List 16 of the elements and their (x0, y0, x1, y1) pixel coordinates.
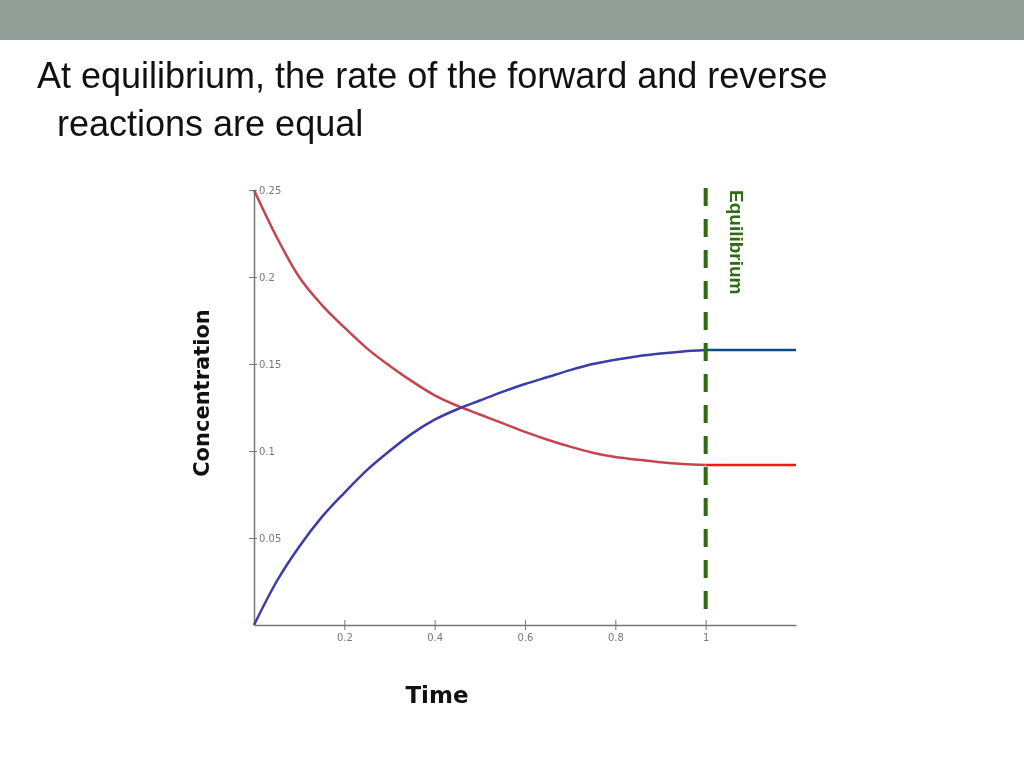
chart-title: At equilibrium, the rate of the forward and reverse reactions are equal (37, 54, 829, 146)
x-tick-label: 0.2 (336, 632, 353, 644)
x-tick-label: 1 (702, 632, 710, 644)
y-axis-title: Concentration (190, 309, 214, 477)
x-tick-label: 0.4 (427, 632, 444, 644)
x-axis-title: Time (405, 682, 469, 708)
y-tick-label: 0.2 (259, 271, 275, 283)
line-series (252, 188, 707, 467)
ref-line-label: Equilibrium (725, 190, 747, 295)
y-tick-label: 0.1 (259, 445, 275, 457)
y-tick-label: 0.25 (259, 184, 282, 196)
x-tick-label: 0.6 (517, 632, 534, 644)
x-tick-label: 0.8 (607, 632, 624, 644)
line-series (252, 348, 707, 627)
y-tick-label: 0.05 (259, 532, 282, 544)
y-tick-label: 0.15 (259, 358, 282, 370)
